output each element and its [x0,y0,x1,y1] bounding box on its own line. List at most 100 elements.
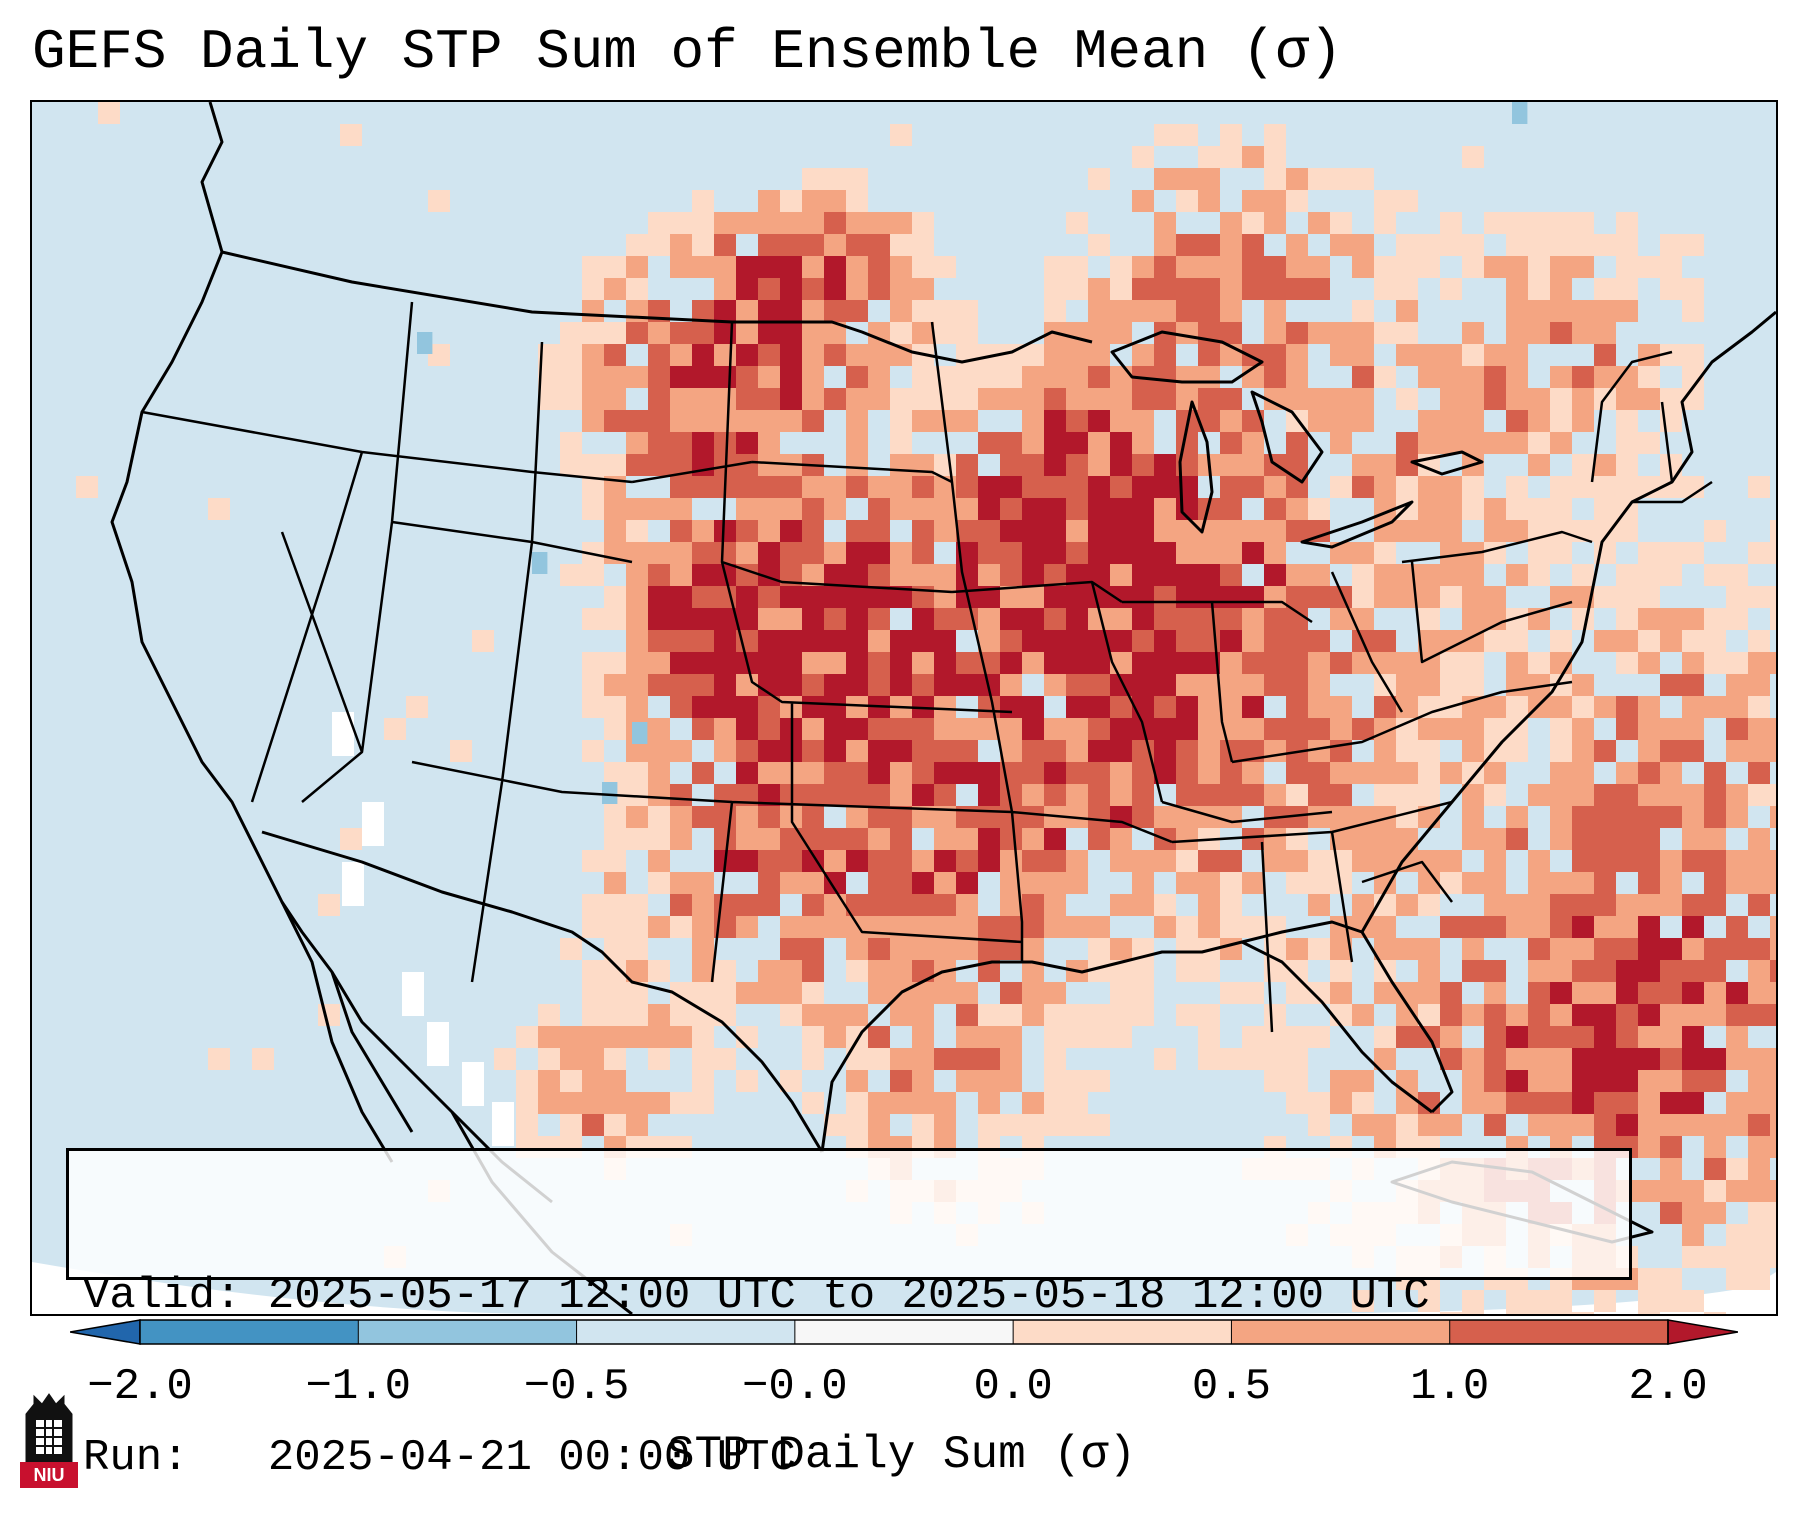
anomaly-cell [1088,1004,1110,1026]
anomaly-cell [1440,476,1462,498]
anomaly-cell [802,410,824,432]
anomaly-cell [1066,916,1088,938]
anomaly-cell [1506,322,1528,344]
anomaly-cell [1748,586,1770,608]
colorbar [70,1318,1738,1346]
anomaly-cell [890,432,912,454]
anomaly-cell [1000,432,1022,454]
anomaly-cell [934,1114,956,1136]
anomaly-cell [1616,894,1638,916]
anomaly-cell [824,740,846,762]
anomaly-cell [1638,960,1660,982]
anomaly-cell [626,366,648,388]
anomaly-cell [1198,1026,1220,1048]
anomaly-cell [604,718,626,740]
anomaly-cell [1726,740,1748,762]
anomaly-cell [1726,784,1748,806]
anomaly-cell [1660,1268,1682,1290]
anomaly-cell [1484,872,1506,894]
anomaly-cell [1638,432,1660,454]
anomaly-cell [692,300,714,322]
anomaly-cell [1594,1290,1616,1312]
anomaly-cell [450,740,472,762]
anomaly-cell [1682,652,1704,674]
anomaly-cell [1132,146,1154,168]
anomaly-cell [1594,234,1616,256]
anomaly-cell [1594,850,1616,872]
anomaly-cell [1748,938,1770,960]
anomaly-cell [1660,388,1682,410]
anomaly-cell [1374,190,1396,212]
anomaly-cell [1198,784,1220,806]
anomaly-cell [802,234,824,256]
anomaly-cell [1220,278,1242,300]
anomaly-cell [1066,542,1088,564]
anomaly-cell [758,630,780,652]
anomaly-cell [1066,1092,1088,1114]
anomaly-cell [604,894,626,916]
anomaly-cell [1088,652,1110,674]
anomaly-cell [1198,850,1220,872]
anomaly-cell [1242,828,1264,850]
anomaly-cell [1000,740,1022,762]
anomaly-cell [626,630,648,652]
anomaly-cell [1550,322,1572,344]
anomaly-cell [1286,872,1308,894]
anomaly-cell [1660,982,1682,1004]
anomaly-cell [1066,850,1088,872]
anomaly-cell [956,938,978,960]
anomaly-cell [1330,168,1352,190]
anomaly-cell [758,696,780,718]
anomaly-cell [1374,652,1396,674]
anomaly-cell [1572,388,1594,410]
anomaly-cell [736,388,758,410]
anomaly-cell [1440,982,1462,1004]
anomaly-cell [1572,828,1594,850]
anomaly-cell [1770,718,1776,740]
anomaly-cell [1550,476,1572,498]
anomaly-cell [1484,982,1506,1004]
anomaly-cell [714,256,736,278]
anomaly-cell [1638,850,1660,872]
anomaly-cell [538,344,560,366]
anomaly-cell [1286,344,1308,366]
anomaly-cell [626,498,648,520]
anomaly-cell [1748,630,1770,652]
anomaly-cell [1660,850,1682,872]
anomaly-cell [1352,586,1374,608]
anomaly-cell [626,828,648,850]
anomaly-cell [1418,850,1440,872]
neutral-cell [427,1022,449,1066]
anomaly-cell [1264,388,1286,410]
anomaly-cell [978,1026,1000,1048]
anomaly-cell [1022,740,1044,762]
anomaly-cell [1330,718,1352,740]
anomaly-cell [868,828,890,850]
anomaly-cell [1198,960,1220,982]
anomaly-cell [1462,652,1484,674]
anomaly-cell [736,476,758,498]
anomaly-cell [824,872,846,894]
anomaly-cell [1462,498,1484,520]
anomaly-cell [1594,498,1616,520]
anomaly-cell [1110,762,1132,784]
anomaly-cell [626,454,648,476]
anomaly-cell [1770,740,1776,762]
anomaly-cell [1308,674,1330,696]
anomaly-cell [868,256,890,278]
anomaly-cell [1726,1268,1748,1290]
anomaly-cell [824,278,846,300]
anomaly-cell [692,938,714,960]
anomaly-cell [1286,608,1308,630]
anomaly-cell [1660,542,1682,564]
anomaly-cell [1484,762,1506,784]
anomaly-cell [1110,1004,1132,1026]
anomaly-cell [1264,630,1286,652]
anomaly-cell [1748,894,1770,916]
anomaly-cell [1066,388,1088,410]
anomaly-cell [956,1026,978,1048]
anomaly-cell [648,828,670,850]
anomaly-cell [1506,1004,1528,1026]
anomaly-cell [604,1004,626,1026]
anomaly-cell [1660,872,1682,894]
